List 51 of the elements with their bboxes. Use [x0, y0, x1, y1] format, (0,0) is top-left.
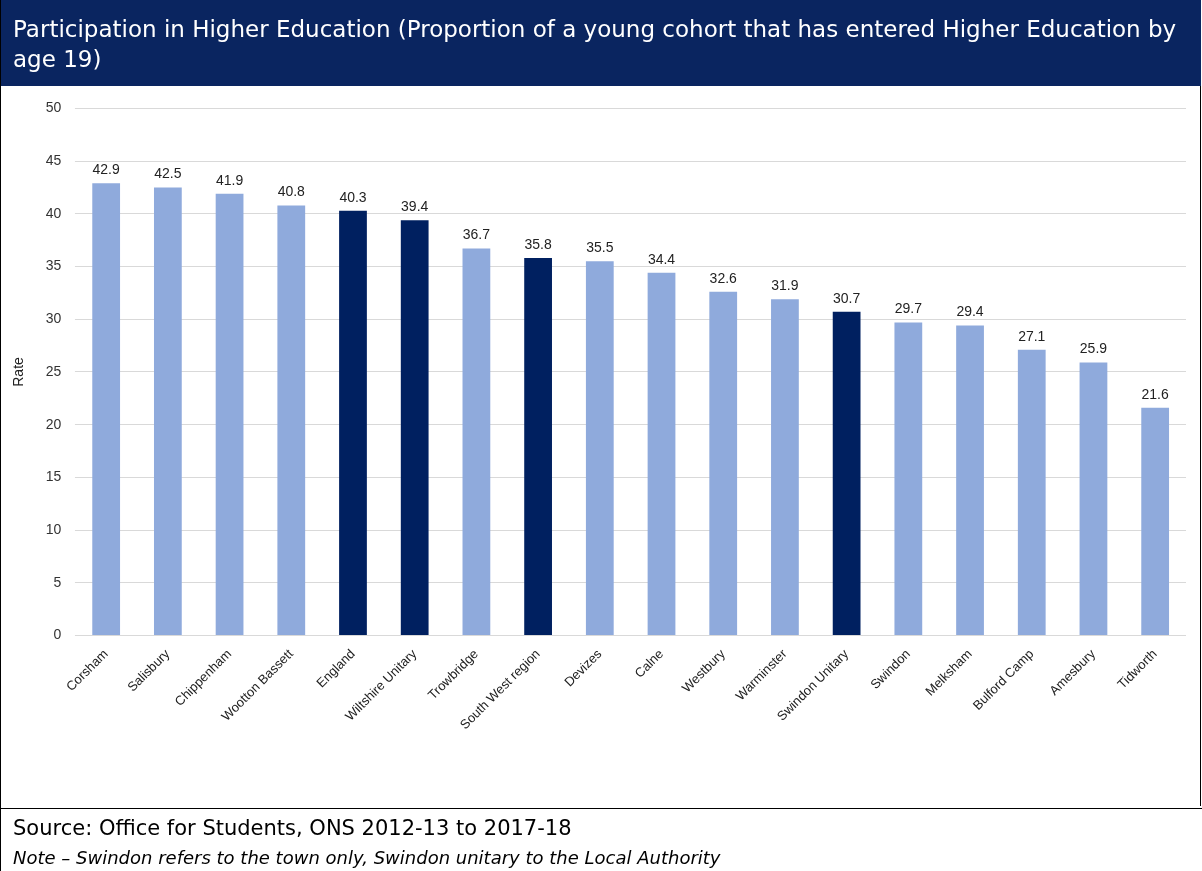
bar	[585, 261, 614, 636]
y-tick-label: 5	[53, 573, 62, 590]
y-axis-title: Rate	[10, 356, 27, 387]
data-label: 35.8	[524, 235, 552, 252]
data-label: 42.5	[154, 165, 182, 182]
data-label: 41.9	[215, 171, 244, 188]
bar	[153, 187, 182, 636]
data-label: 42.9	[92, 161, 120, 178]
y-tick-label: 35	[45, 257, 62, 274]
bar	[277, 205, 306, 636]
data-label: 30.7	[833, 289, 861, 306]
bar	[1079, 362, 1108, 636]
data-label: 31.9	[771, 277, 799, 294]
bar	[400, 220, 429, 636]
data-label: 32.6	[709, 269, 738, 286]
bar	[1141, 407, 1170, 636]
data-label: 40.8	[277, 183, 306, 200]
y-tick-label: 15	[45, 468, 62, 485]
bar	[92, 183, 121, 636]
bar	[462, 248, 491, 636]
y-tick-label: 0	[53, 626, 62, 643]
data-label: 35.5	[586, 239, 614, 256]
data-label: 27.1	[1018, 327, 1046, 344]
chart-title: Participation in Higher Education (Proportion of a young cohort that has entered Higher Education by age 19)	[1, 0, 1201, 86]
y-tick-label: 25	[45, 362, 62, 379]
data-label: 25.9	[1079, 340, 1108, 357]
source-note: Source: Office for Students, ONS 2012-13 to 2017-18	[13, 815, 573, 842]
bar	[524, 258, 552, 636]
bar	[894, 322, 923, 636]
y-tick-label: 40	[45, 204, 62, 221]
bar	[956, 325, 984, 636]
data-label: 36.7	[462, 226, 491, 243]
y-tick-label: 30	[45, 310, 62, 327]
data-label: 29.4	[956, 303, 984, 320]
data-label: 34.4	[647, 250, 676, 267]
bar	[1017, 349, 1046, 636]
data-label: 29.7	[894, 300, 923, 317]
y-tick-label: 50	[45, 99, 62, 116]
bar	[709, 291, 738, 636]
bar	[832, 311, 861, 636]
bar	[215, 193, 244, 636]
y-tick-label: 20	[45, 415, 62, 432]
data-label: 21.6	[1141, 385, 1169, 402]
text: Note – Swindon refers to the town only, Swindon unitary to the Local Authority	[13, 846, 722, 870]
bar	[771, 299, 799, 636]
y-tick-label: 10	[45, 520, 62, 537]
y-tick-label: 45	[45, 151, 62, 168]
bar	[647, 272, 676, 636]
data-label: 39.4	[401, 198, 429, 215]
bar	[339, 210, 367, 636]
data-label: 40.3	[339, 188, 367, 205]
